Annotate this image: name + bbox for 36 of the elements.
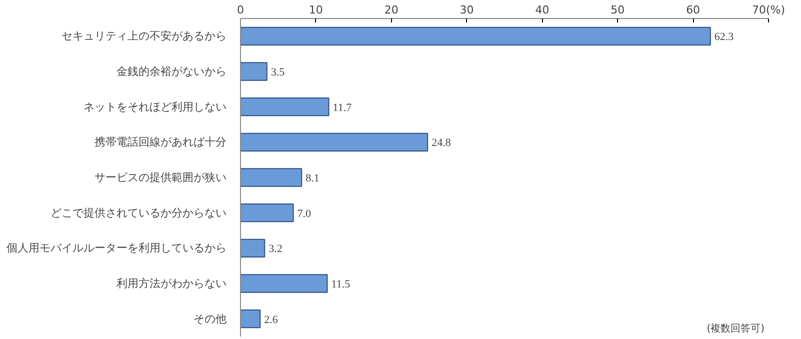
y-tick-label: 金銭的余裕がないから: [116, 65, 226, 78]
bar: [240, 132, 428, 152]
bar: [240, 26, 711, 46]
data-label: 3.5: [270, 66, 286, 78]
bar: [240, 62, 268, 81]
x-tick-label: 0: [237, 4, 244, 16]
y-tick-label: サービスの提供範囲が狭い: [94, 171, 226, 184]
y-tick-label: どこで提供されているか分からない: [50, 206, 226, 220]
data-label: 8.1: [306, 172, 320, 184]
x-tick-label: 50: [610, 4, 625, 16]
data-label: 11.5: [331, 278, 351, 290]
bar: [240, 238, 266, 258]
bar: [240, 98, 330, 116]
bar: [240, 204, 294, 222]
data-label: 11.7: [332, 102, 352, 114]
bar: [240, 310, 261, 328]
y-tick-label: その他: [194, 312, 226, 326]
x-tick-label: 70(%): [752, 4, 786, 16]
data-label: 24.8: [432, 137, 452, 150]
y-tick-label: 利用方法がわからない: [116, 277, 226, 290]
data-label: 62.3: [714, 31, 734, 44]
x-tick-label: 60: [686, 4, 700, 16]
y-tick-label: セキュリティ上の不安があるから: [62, 30, 226, 43]
data-label: 2.6: [264, 314, 278, 326]
y-tick-label: 個人用モバイルルーターを利用しているから: [6, 242, 226, 255]
y-tick-label: 携帯電話回線があれば十分: [94, 136, 226, 149]
bar: [240, 168, 302, 187]
annotation: (複数回答可): [706, 322, 765, 335]
x-tick-label: 10: [308, 4, 323, 16]
data-label: 7.0: [297, 208, 312, 220]
bar: [240, 274, 328, 293]
y-tick-label: ネットをそれほど利用しない: [84, 100, 226, 114]
x-tick-label: 20: [384, 4, 398, 16]
data-label: 3.2: [268, 243, 282, 256]
x-tick-label: 30: [460, 4, 474, 16]
x-tick-label: 40: [535, 4, 550, 16]
